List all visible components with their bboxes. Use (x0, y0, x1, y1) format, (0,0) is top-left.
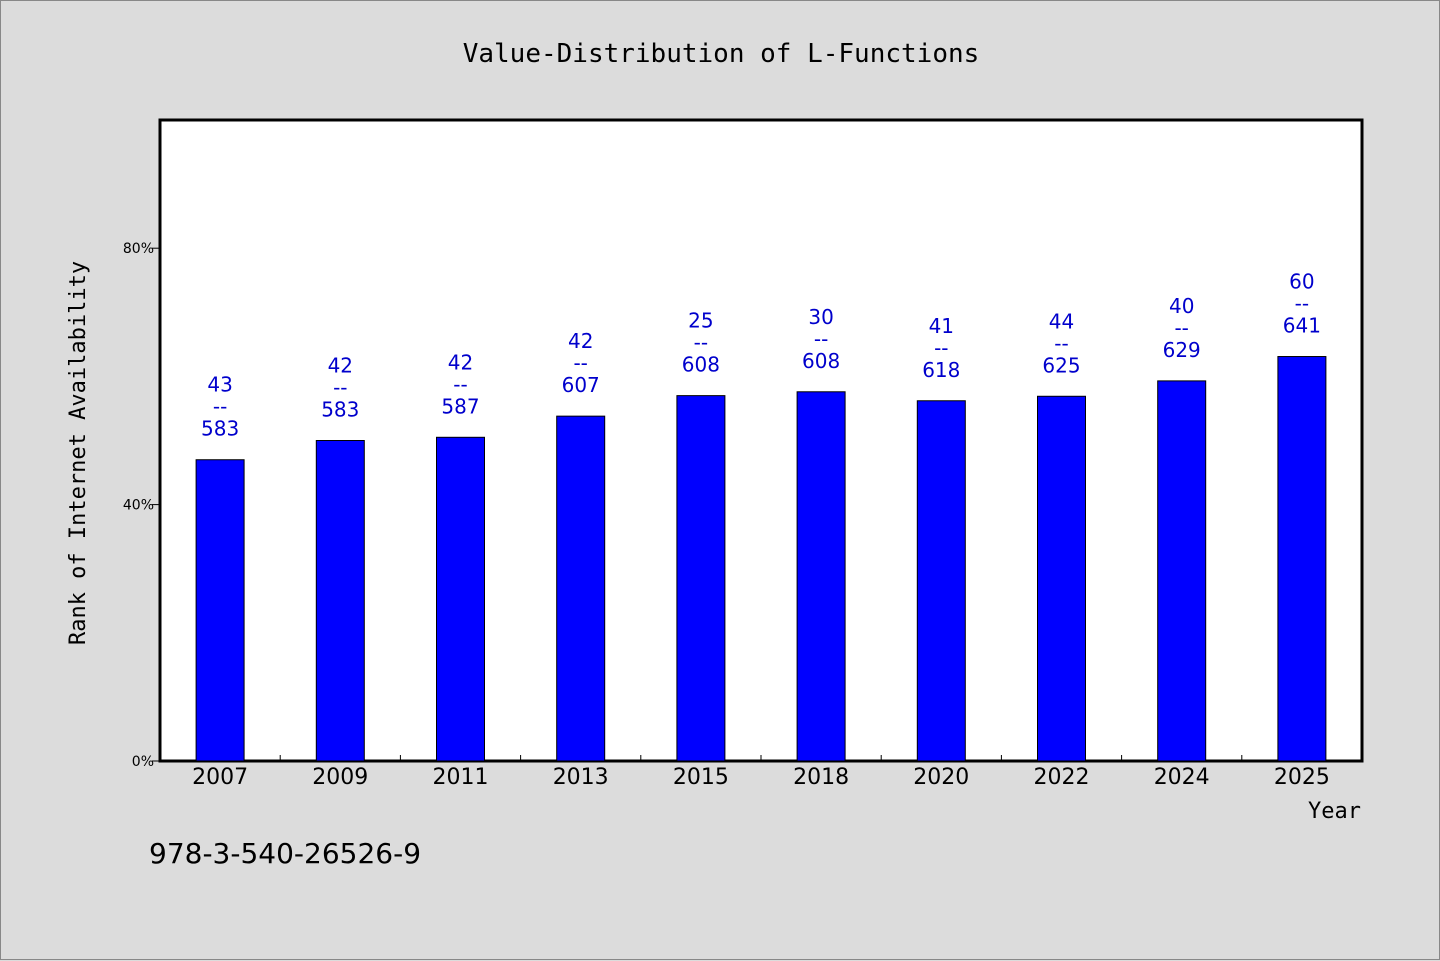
bar-2022 (1037, 395, 1086, 762)
bar-label-bottom: 608 (682, 353, 720, 377)
x-category-label: 2009 (312, 765, 368, 790)
bar-label-separator: -- (453, 372, 467, 396)
bar-2018 (796, 391, 846, 762)
bar-label-separator: -- (573, 351, 587, 375)
x-axis-ticks (279, 755, 1243, 761)
x-category-label: 2011 (433, 765, 489, 790)
chart-title: Value-Distribution of L-Functions (463, 39, 980, 69)
bar-label-separator: -- (1054, 331, 1068, 355)
x-axis-category-labels: 2007 2009 2011 2013 2015 2018 2020 2022 2024 2025 (192, 765, 1330, 790)
x-category-label: 2015 (673, 765, 729, 790)
bar-label-bottom: 583 (201, 417, 239, 441)
bar-label-top: 43 (207, 373, 232, 397)
bar-label-top: 30 (808, 305, 833, 329)
bar-label-top: 42 (448, 350, 473, 374)
x-category-label: 2025 (1274, 765, 1330, 790)
bar-label-separator: -- (814, 327, 828, 351)
bar-2020 (916, 400, 966, 762)
bar-2013 (556, 415, 606, 762)
y-tick-label: 0% (132, 754, 154, 770)
x-category-label: 2024 (1154, 765, 1210, 790)
bar-label-separator: -- (694, 331, 708, 355)
y-axis-ticks: 0% 40% 80% (123, 241, 160, 770)
y-axis-label: Rank of Internet Availability (66, 261, 91, 645)
bar-label-top: 40 (1169, 294, 1194, 318)
bar-label-top: 41 (929, 314, 954, 338)
bar-2024 (1157, 380, 1207, 762)
bar-label-bottom: 641 (1283, 314, 1321, 338)
bar-label-top: 42 (328, 354, 353, 378)
x-axis-label: Year (1308, 799, 1361, 824)
bar-label-bottom: 618 (922, 358, 960, 382)
bar-2015 (676, 395, 726, 762)
bar-data-labels: 43--58342--58342--58742--60725--60830--6… (201, 270, 1321, 441)
bar-label-separator: -- (934, 336, 948, 360)
bar-2009 (315, 440, 365, 762)
bar-label-bottom: 608 (802, 349, 840, 373)
bar-series (195, 356, 1327, 762)
bar-2011 (436, 436, 485, 762)
bar-label-separator: -- (213, 395, 227, 419)
bar-label-top: 25 (688, 309, 713, 333)
x-category-label: 2007 (192, 765, 248, 790)
bar-label-bottom: 587 (441, 394, 479, 418)
bar-label-top: 42 (568, 329, 593, 353)
bar-label-bottom: 583 (321, 398, 359, 422)
bar-label-bottom: 629 (1163, 338, 1201, 362)
x-category-label: 2018 (793, 765, 849, 790)
bar-label-separator: -- (333, 376, 347, 400)
x-category-label: 2020 (913, 765, 969, 790)
x-category-label: 2022 (1034, 765, 1090, 790)
x-category-label: 2013 (553, 765, 609, 790)
y-tick-label: 80% (123, 241, 154, 257)
y-tick-label: 40% (123, 498, 154, 514)
bar-2025 (1277, 356, 1327, 762)
isbn-footnote: 978-3-540-26526-9 (149, 837, 421, 870)
bar-label-bottom: 607 (562, 373, 600, 397)
bar-label-top: 44 (1049, 309, 1074, 333)
bar-label-separator: -- (1295, 292, 1309, 316)
bar-2007 (195, 459, 245, 762)
bar-label-separator: -- (1174, 316, 1188, 340)
bar-label-top: 60 (1289, 270, 1314, 294)
bar-label-bottom: 625 (1042, 353, 1080, 377)
